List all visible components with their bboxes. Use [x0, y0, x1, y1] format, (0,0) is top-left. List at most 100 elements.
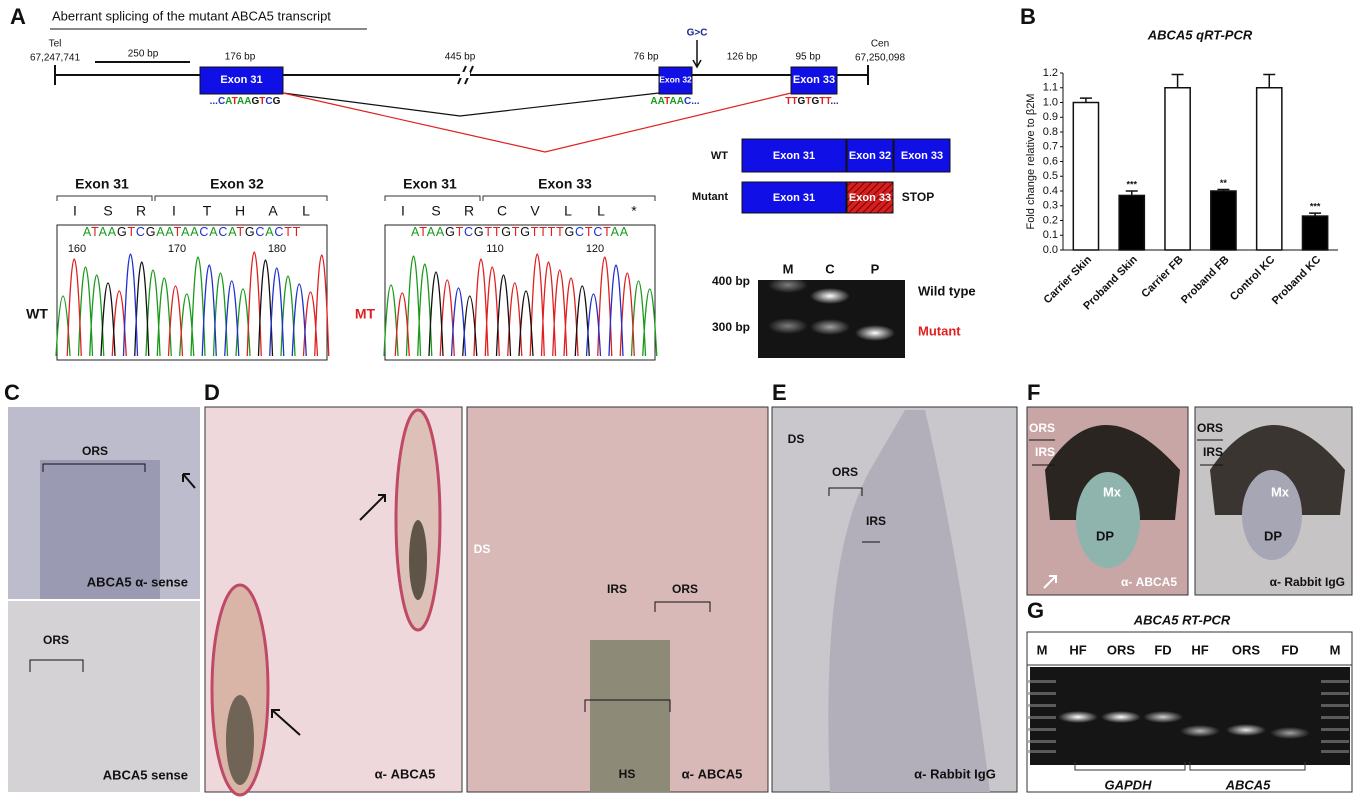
y-tick-label: 0.5	[1043, 170, 1058, 182]
x-tick-label: Proband FB	[1179, 254, 1232, 307]
label: IRS	[1035, 445, 1055, 459]
caption: α- Rabbit IgG	[914, 766, 996, 781]
ladder-band	[1028, 716, 1056, 719]
ladder-band	[1321, 750, 1349, 753]
ladder-band	[1321, 716, 1349, 719]
label: H	[235, 203, 245, 219]
label: Exon 31	[403, 176, 457, 192]
label: DS	[788, 432, 805, 446]
junction-sequence: AATAAC...	[650, 96, 699, 107]
region-label: DS	[474, 542, 491, 556]
y-tick-label: 0.7	[1043, 141, 1058, 153]
exon	[199, 66, 284, 95]
label: ORS	[1107, 642, 1136, 657]
panel-title: ABCA5 RT-PCR	[1133, 612, 1231, 627]
label: 76 bp	[633, 52, 658, 63]
arrow	[359, 494, 386, 521]
exon	[658, 66, 693, 95]
chart-title: ABCA5 qRT-PCR	[1147, 27, 1253, 42]
x-tick-label: Control KC	[1228, 254, 1278, 304]
label: Mutant	[692, 191, 728, 203]
caption: ABCA5 sense	[103, 767, 188, 782]
error-bar	[1171, 73, 1184, 88]
micrographs	[8, 280, 1353, 797]
gel-band	[810, 288, 850, 304]
label: L	[302, 203, 310, 219]
trace	[122, 253, 307, 357]
label: ORS	[82, 444, 108, 458]
ladder-band	[1028, 704, 1056, 707]
hair-bulb	[226, 695, 254, 785]
exon	[893, 138, 951, 173]
follicle	[210, 583, 270, 797]
bracket	[584, 699, 671, 712]
label: Exon 31	[773, 192, 815, 204]
y-tick-label: 0.2	[1043, 214, 1058, 226]
sequence: ATAAGTCGTTGTGTTTTGCTCTAA	[411, 225, 629, 239]
ladder-band	[1321, 692, 1349, 695]
trace	[450, 264, 624, 357]
label: 126 bp	[727, 52, 758, 63]
label: Exon 33	[538, 176, 592, 192]
label: T	[203, 203, 212, 219]
panel-label: F	[1027, 380, 1040, 405]
label: L	[564, 203, 572, 219]
ladder-band	[1321, 728, 1349, 731]
panel-label: A	[10, 4, 26, 29]
label: R	[464, 203, 474, 219]
label: DP	[1264, 528, 1282, 543]
significance: **	[1220, 178, 1228, 188]
label: S	[431, 203, 440, 219]
label: Mx	[1271, 484, 1290, 499]
bar	[1301, 215, 1329, 251]
label: 110	[486, 243, 504, 255]
bracket	[56, 195, 328, 201]
label: S	[103, 203, 112, 219]
caption: α- ABCA5	[1121, 575, 1177, 589]
y-tick-label: 0.8	[1043, 126, 1058, 138]
ladder-band	[1028, 680, 1056, 683]
label: Mx	[1103, 484, 1122, 499]
label: 120	[586, 243, 604, 255]
bar	[1164, 87, 1191, 251]
caption: α- ABCA5	[682, 766, 743, 781]
y-tick-label: 0.6	[1043, 155, 1058, 167]
gel-band	[1270, 727, 1310, 739]
splice-aberrant	[282, 92, 792, 153]
x-tick-label: Carrier FB	[1139, 254, 1186, 301]
label: Exon 32	[210, 176, 264, 192]
ladder-band	[1028, 740, 1056, 743]
splice-normal	[282, 92, 660, 117]
y-tick-label: 1.1	[1043, 82, 1058, 94]
bar	[1118, 194, 1146, 251]
matrix	[1210, 425, 1345, 515]
label: 95 bp	[795, 52, 820, 63]
gel-band	[768, 318, 808, 334]
label: A	[268, 203, 278, 219]
label: Exon 33	[901, 150, 943, 162]
significance: ***	[1126, 179, 1137, 189]
label: M	[1330, 642, 1341, 657]
label: 300 bp	[712, 320, 750, 334]
gel-band	[810, 319, 850, 335]
caption: ABCA5 α- sense	[87, 574, 188, 589]
ladder-band	[1321, 680, 1349, 683]
micrograph	[8, 601, 200, 792]
micrograph-region	[40, 460, 160, 599]
label: I	[172, 203, 176, 219]
label: R	[136, 203, 146, 219]
label: V	[530, 203, 540, 219]
label: Mutant	[918, 323, 961, 338]
hair-bulb	[409, 520, 427, 600]
y-tick-label: 0.0	[1043, 244, 1058, 256]
caption: α- Rabbit IgG	[1270, 575, 1345, 589]
label: Cen	[871, 39, 889, 50]
exon	[790, 66, 838, 95]
label: IRS	[866, 514, 886, 528]
error-bar	[1079, 97, 1092, 103]
trace	[383, 255, 658, 357]
ladder-band	[1321, 704, 1349, 707]
gel-band	[1101, 711, 1141, 723]
label: ORS	[43, 633, 69, 647]
error-bar	[1309, 212, 1322, 217]
